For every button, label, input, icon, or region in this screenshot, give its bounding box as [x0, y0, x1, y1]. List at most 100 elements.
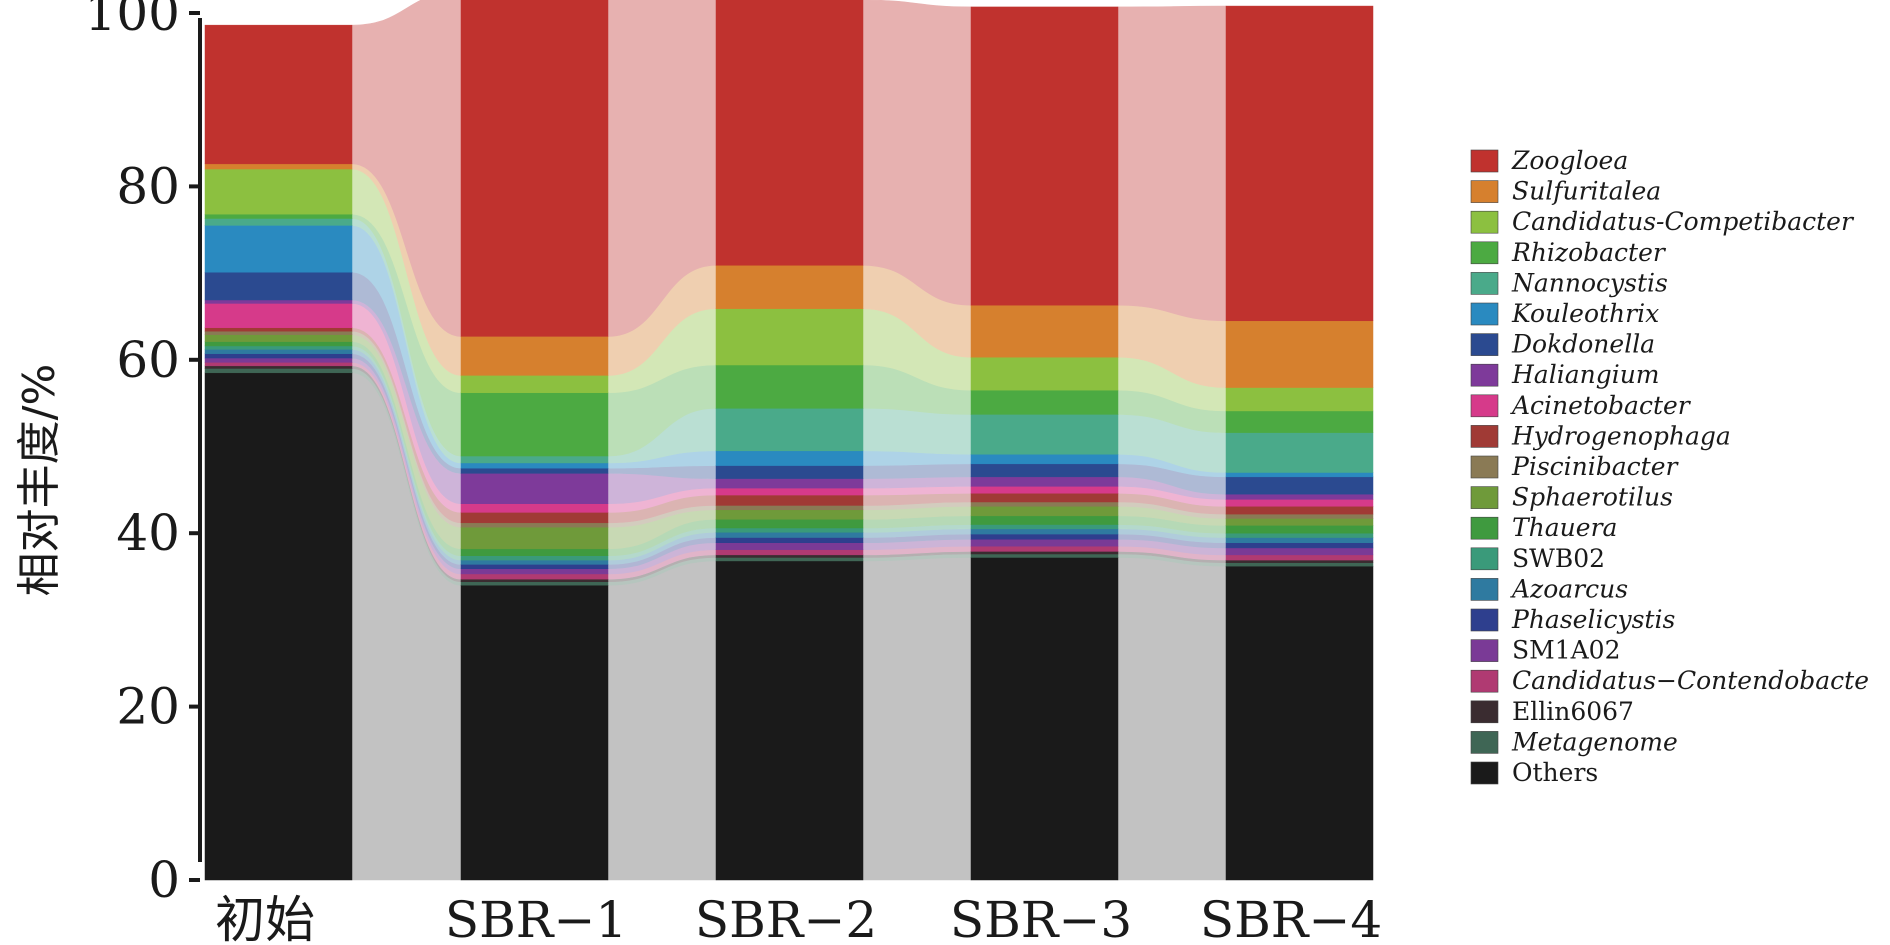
- legend-swatch: [1470, 486, 1499, 509]
- legend-swatch: [1470, 180, 1499, 203]
- legend-swatch: [1470, 578, 1499, 601]
- bar-segment-sm1a02-2: [715, 542, 864, 550]
- legend-label: Haliangium: [1511, 360, 1660, 389]
- bar-segment-sm1a02-1: [460, 568, 609, 575]
- bar-segment-dokdonella-2: [715, 465, 864, 479]
- bar-layer: [204, 0, 1374, 881]
- legend-swatch: [1470, 516, 1499, 540]
- legend-swatch: [1470, 302, 1499, 326]
- bar-segment-phaselicystis-2: [715, 537, 864, 543]
- bar-segment-ellin6067-4: [1225, 559, 1374, 563]
- bar-segment-others-2: [715, 560, 864, 881]
- flow-others-3: [1117, 557, 1227, 881]
- bar-segment-sm1a02-0: [204, 357, 353, 363]
- bar-segment-sphaerotilus-0: [204, 334, 353, 342]
- bar-segment-thauera-4: [1225, 525, 1374, 534]
- legend-label: Ellin6067: [1512, 697, 1634, 726]
- legend-swatch: [1470, 425, 1499, 448]
- bar-segment-candidatus-competibacter-3: [970, 356, 1119, 391]
- bar-segment-haliangium-4: [1225, 493, 1374, 500]
- y-tick-label: 100: [85, 0, 180, 42]
- bar-segment-sulfuritalea-1: [460, 336, 609, 376]
- legend-label: Thauera: [1512, 513, 1617, 542]
- bar-segment-sm1a02-3: [970, 539, 1119, 547]
- bar-segment-metagenome-3: [970, 553, 1119, 558]
- bar-segment-metagenome-1: [460, 581, 609, 586]
- y-ticks: 0 20 40 60 80 100: [85, 0, 200, 909]
- legend-swatch: [1470, 394, 1499, 418]
- legend-swatch: [1470, 149, 1499, 173]
- flow-zoogloea-1: [607, 0, 717, 337]
- bar-segment-candidatus-competibacter-1: [460, 375, 609, 393]
- legend-label: Azoarcus: [1510, 574, 1628, 603]
- bar-segment-sm1a02-4: [1225, 547, 1374, 556]
- y-tick-label: 40: [116, 504, 180, 562]
- bar-segment-swb02-1: [460, 555, 609, 561]
- y-tick-label: 20: [116, 678, 180, 736]
- legend-swatch: [1470, 669, 1499, 693]
- bar-segment-azoarcus-1: [460, 559, 609, 565]
- bar-segment-haliangium-3: [970, 476, 1119, 487]
- bar-segment-dokdonella-1: [460, 467, 609, 474]
- x-tick-label: SBR−1: [445, 891, 627, 945]
- bar-segment-kouleothrix-3: [970, 454, 1119, 465]
- bar-segment-ellin6067-0: [204, 365, 353, 369]
- bar-segment-dokdonella-3: [970, 463, 1119, 478]
- x-tick-label: SBR−4: [1200, 891, 1382, 945]
- bar-segment-azoarcus-2: [715, 532, 864, 538]
- bar-segment-zoogloea-1: [460, 0, 609, 337]
- legend-label: Hydrogenophaga: [1511, 421, 1731, 450]
- bar-segment-acinetobacter-2: [715, 487, 864, 496]
- bar-segment-acinetobacter-4: [1225, 499, 1374, 507]
- bar-segment-candidatus-competibacter-0: [204, 168, 353, 215]
- bar-segment-zoogloea-3: [970, 6, 1119, 306]
- bar-segment-others-0: [204, 372, 353, 881]
- legend-label: Others: [1512, 758, 1598, 787]
- bar-segment-candidatus-contendobacte-1: [460, 573, 609, 580]
- bar-segment-metagenome-2: [715, 557, 864, 562]
- legend-swatch: [1470, 700, 1499, 724]
- flow-nannocystis-2: [862, 408, 972, 455]
- bar-segment-phaselicystis-0: [204, 353, 353, 359]
- legend-swatch: [1470, 639, 1499, 662]
- bar-segment-ellin6067-1: [460, 578, 609, 583]
- legend: ZoogloeaSulfuritaleaCandidatus-Competiba…: [1470, 146, 1869, 787]
- flow-others-1: [607, 560, 717, 881]
- legend-label: Candidatus−Contendobacte: [1512, 666, 1869, 695]
- legend-label: SM1A02: [1512, 636, 1621, 665]
- bar-segment-thauera-3: [970, 515, 1119, 525]
- bar-segment-sulfuritalea-0: [204, 163, 353, 170]
- bar-segment-swb02-2: [715, 527, 864, 533]
- bar-segment-ellin6067-3: [970, 551, 1119, 555]
- bar-segment-nannocystis-2: [715, 408, 864, 452]
- x-tick-labels: 初始 SBR−1 SBR−2 SBR−3 SBR−4: [215, 891, 1382, 945]
- legend-label: Sulfuritalea: [1512, 177, 1661, 206]
- bar-segment-ellin6067-2: [715, 554, 864, 558]
- bar-segment-piscinibacter-3: [970, 501, 1119, 507]
- y-tick-label: 60: [116, 331, 180, 389]
- legend-swatch: [1470, 272, 1499, 295]
- bar-segment-kouleothrix-4: [1225, 472, 1374, 478]
- bar-segment-kouleothrix-0: [204, 225, 353, 273]
- flow-zoogloea-2: [862, 0, 972, 306]
- legend-label: Sphaerotilus: [1512, 483, 1673, 512]
- bar-segment-rhizobacter-4: [1225, 410, 1374, 433]
- bar-segment-candidatus-contendobacte-0: [204, 362, 353, 367]
- bar-segment-dokdonella-0: [204, 271, 353, 301]
- flow-zoogloea-0: [351, 0, 462, 337]
- bar-segment-hydrogenophaga-1: [460, 512, 609, 524]
- bar-segment-sphaerotilus-4: [1225, 518, 1374, 526]
- legend-swatch: [1470, 731, 1499, 754]
- bar-segment-kouleothrix-2: [715, 450, 864, 466]
- bar-segment-haliangium-0: [204, 299, 353, 304]
- legend-label: Phaselicystis: [1511, 605, 1675, 634]
- bar-segment-phaselicystis-1: [460, 564, 609, 569]
- legend-swatch: [1470, 608, 1499, 632]
- legend-swatch: [1470, 333, 1499, 356]
- legend-swatch: [1470, 455, 1499, 479]
- legend-label: Zoogloea: [1511, 146, 1628, 175]
- bar-segment-haliangium-2: [715, 478, 864, 489]
- legend-label: Nannocystis: [1511, 268, 1668, 297]
- flow-layer: [351, 0, 1227, 881]
- bar-segment-phaselicystis-3: [970, 533, 1119, 540]
